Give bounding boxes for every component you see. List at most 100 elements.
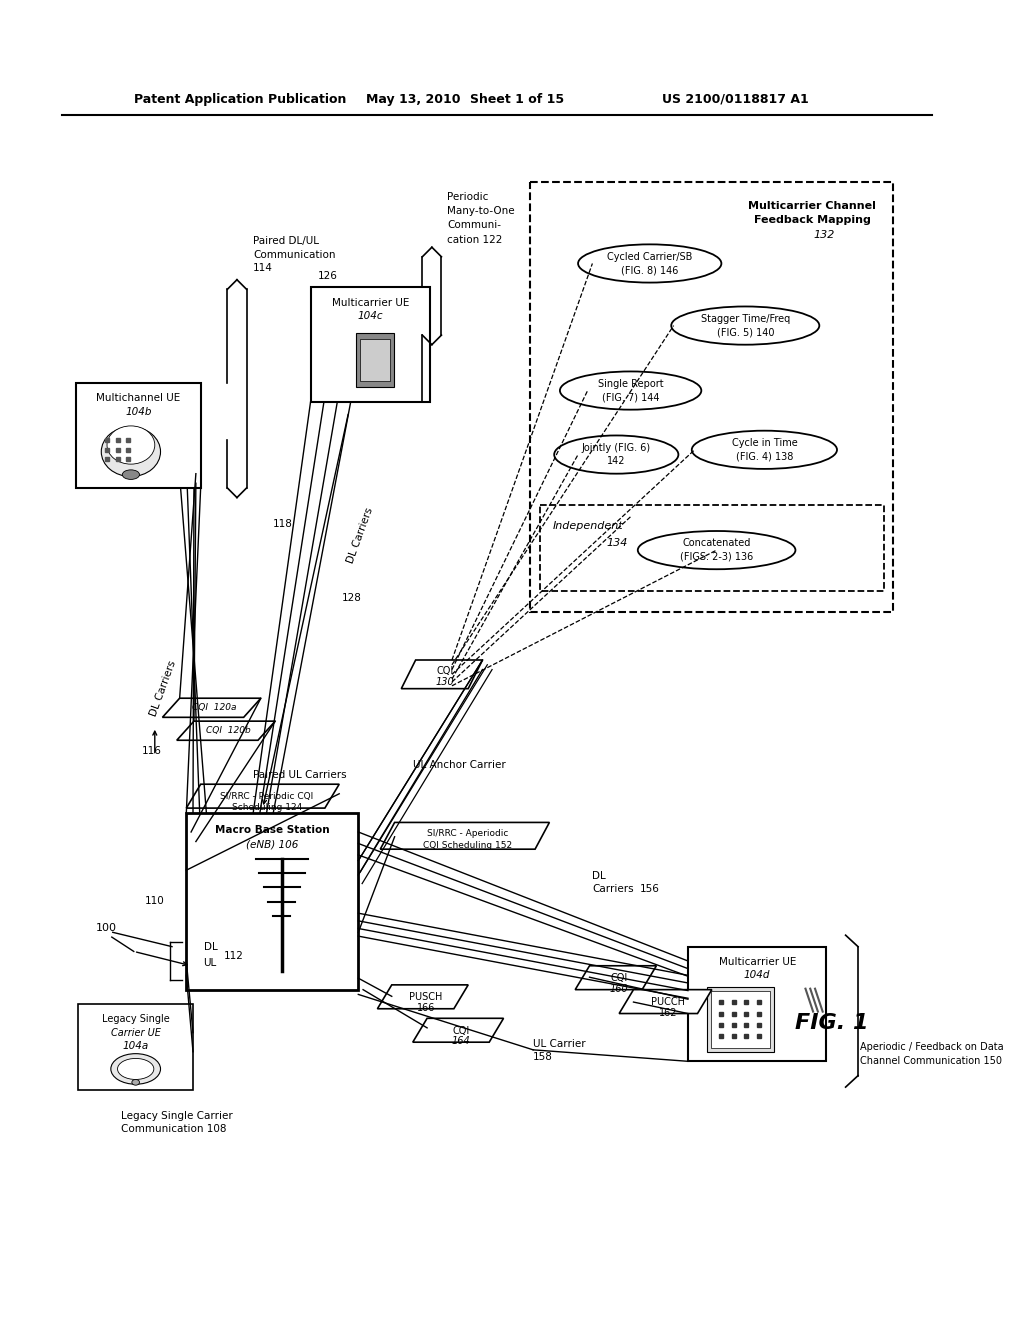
- Text: 166: 166: [417, 1003, 435, 1012]
- Ellipse shape: [118, 1059, 154, 1080]
- Text: Multicarrier UE: Multicarrier UE: [719, 957, 796, 968]
- Polygon shape: [575, 966, 656, 990]
- Text: 100: 100: [95, 923, 117, 932]
- Text: Legacy Single Carrier: Legacy Single Carrier: [122, 1111, 233, 1121]
- Text: Legacy Single: Legacy Single: [101, 1014, 170, 1024]
- Text: CQI: CQI: [610, 973, 628, 983]
- Text: US 2100/0118817 A1: US 2100/0118817 A1: [663, 92, 809, 106]
- Text: 142: 142: [607, 457, 626, 466]
- Text: May 13, 2010: May 13, 2010: [366, 92, 461, 106]
- Text: Stagger Time/Freq: Stagger Time/Freq: [700, 314, 790, 323]
- Text: Paired DL/UL: Paired DL/UL: [253, 236, 319, 247]
- Bar: [359, 339, 390, 381]
- Text: (eNB) 106: (eNB) 106: [246, 840, 299, 849]
- Text: DL Carriers: DL Carriers: [148, 660, 177, 718]
- Text: (FIGS. 2-3) 136: (FIGS. 2-3) 136: [680, 552, 754, 562]
- Ellipse shape: [101, 426, 161, 477]
- Text: (FIG. 4) 138: (FIG. 4) 138: [735, 451, 793, 462]
- Text: SI/RRC - Aperiodic: SI/RRC - Aperiodic: [427, 829, 508, 838]
- Polygon shape: [378, 985, 468, 1008]
- Polygon shape: [186, 784, 339, 808]
- Polygon shape: [163, 698, 261, 717]
- Ellipse shape: [108, 426, 155, 465]
- Text: Independent: Independent: [552, 521, 623, 531]
- Polygon shape: [401, 660, 482, 689]
- Bar: [77, 383, 201, 488]
- Text: SI/RRC - Periodic CQI: SI/RRC - Periodic CQI: [220, 792, 313, 801]
- Text: 110: 110: [144, 896, 164, 907]
- Ellipse shape: [671, 306, 819, 345]
- Text: Communication 108: Communication 108: [122, 1125, 227, 1134]
- Text: 104a: 104a: [123, 1041, 148, 1051]
- Text: 104d: 104d: [744, 970, 770, 981]
- Text: Multicarrier Channel: Multicarrier Channel: [749, 201, 877, 211]
- Bar: [688, 946, 826, 1061]
- Text: Cycle in Time: Cycle in Time: [731, 438, 798, 447]
- Text: FIG. 1: FIG. 1: [795, 1012, 868, 1034]
- Text: 104b: 104b: [125, 407, 152, 417]
- Text: Patent Application Publication: Patent Application Publication: [134, 92, 346, 106]
- Text: Sheet 1 of 15: Sheet 1 of 15: [470, 92, 564, 106]
- Text: DL: DL: [204, 941, 217, 952]
- Bar: [310, 288, 430, 403]
- Text: UL Carrier: UL Carrier: [534, 1039, 586, 1049]
- Text: 116: 116: [141, 746, 162, 756]
- Text: Channel Communication 150: Channel Communication 150: [860, 1056, 1001, 1067]
- Text: Many-to-One: Many-to-One: [447, 206, 515, 216]
- Text: 164: 164: [452, 1036, 470, 1047]
- Text: Scheduling 124: Scheduling 124: [231, 803, 302, 812]
- Text: 162: 162: [659, 1007, 678, 1018]
- Text: 118: 118: [272, 519, 292, 529]
- Text: Paired UL Carriers: Paired UL Carriers: [253, 770, 347, 780]
- Bar: [540, 506, 884, 591]
- Text: (FIG. 8) 146: (FIG. 8) 146: [621, 265, 679, 275]
- Text: Aperiodic / Feedback on Data: Aperiodic / Feedback on Data: [860, 1041, 1004, 1052]
- Text: CQI: CQI: [436, 667, 454, 676]
- Text: DL: DL: [593, 871, 606, 880]
- Text: Multicarrier UE: Multicarrier UE: [332, 297, 409, 308]
- Ellipse shape: [638, 531, 796, 569]
- Bar: [711, 990, 770, 1048]
- Text: CQI: CQI: [453, 1026, 470, 1036]
- Text: 114: 114: [253, 263, 273, 273]
- Text: Single Report: Single Report: [598, 379, 664, 389]
- Text: PUCCH: PUCCH: [651, 997, 685, 1007]
- Text: 158: 158: [534, 1052, 553, 1063]
- Polygon shape: [177, 721, 275, 741]
- Polygon shape: [620, 990, 712, 1014]
- Ellipse shape: [111, 1053, 161, 1084]
- Ellipse shape: [554, 436, 678, 474]
- Text: Cycled Carrier/SB: Cycled Carrier/SB: [607, 252, 692, 261]
- Text: Communi-: Communi-: [447, 220, 501, 230]
- Text: Concatenated: Concatenated: [682, 539, 751, 548]
- Ellipse shape: [122, 470, 139, 479]
- Text: Jointly (FIG. 6): Jointly (FIG. 6): [582, 444, 651, 453]
- Bar: [530, 182, 893, 612]
- Text: 132: 132: [814, 230, 836, 240]
- Polygon shape: [380, 822, 550, 849]
- Text: CQI Scheduling 152: CQI Scheduling 152: [423, 841, 512, 850]
- Text: (FIG. 7) 144: (FIG. 7) 144: [602, 392, 659, 403]
- Text: 134: 134: [607, 539, 628, 548]
- Ellipse shape: [579, 244, 721, 282]
- Text: CQI  120b: CQI 120b: [206, 726, 251, 735]
- Text: UL: UL: [204, 958, 217, 968]
- Bar: [79, 1005, 193, 1090]
- Ellipse shape: [560, 371, 701, 409]
- Text: 128: 128: [342, 593, 361, 603]
- Text: Carriers: Carriers: [593, 884, 634, 895]
- Text: (FIG. 5) 140: (FIG. 5) 140: [717, 327, 774, 338]
- Text: Macro Base Station: Macro Base Station: [215, 825, 330, 836]
- Text: 156: 156: [640, 884, 660, 895]
- Text: 112: 112: [224, 952, 244, 961]
- Text: DL Carriers: DL Carriers: [346, 507, 376, 565]
- Text: PUSCH: PUSCH: [409, 993, 442, 1002]
- Ellipse shape: [692, 430, 837, 469]
- Text: Communication: Communication: [253, 249, 336, 260]
- Text: UL Anchor Carrier: UL Anchor Carrier: [413, 760, 506, 770]
- Text: Feedback Mapping: Feedback Mapping: [754, 215, 870, 226]
- Text: Carrier UE: Carrier UE: [111, 1028, 161, 1038]
- Text: Multichannel UE: Multichannel UE: [96, 393, 180, 403]
- Text: cation 122: cation 122: [447, 235, 503, 244]
- Text: 104c: 104c: [357, 312, 383, 321]
